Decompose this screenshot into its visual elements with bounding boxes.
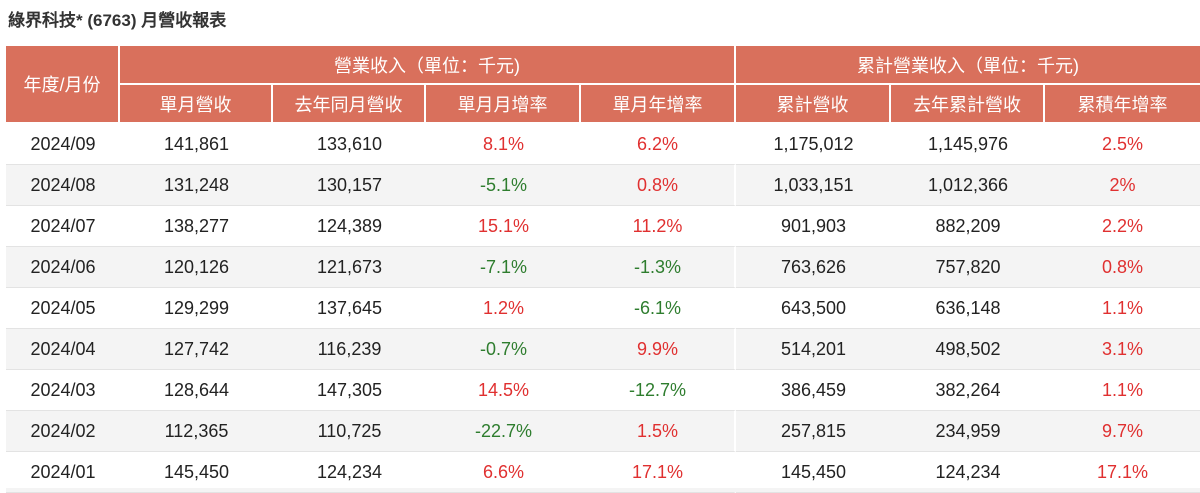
cell-last-year-revenue: 133,610 — [273, 124, 426, 165]
period-header: 年度/月份 — [6, 46, 120, 124]
cell-mom-growth: 15.1% — [426, 206, 581, 247]
cell-mom-growth: -0.7% — [426, 329, 581, 370]
cell-period: 2024/06 — [6, 247, 120, 288]
col-header-last-year-revenue: 去年同月營收 — [273, 85, 426, 124]
next-row-partial — [6, 488, 1200, 492]
cell-last-year-cumulative: 757,820 — [891, 247, 1045, 288]
table-row: 2024/05 129,299 137,645 1.2% -6.1% 643,500 636… — [6, 288, 1200, 329]
cell-yoy-growth: 0.8% — [581, 165, 736, 206]
cell-cumulative-yoy: 1.1% — [1045, 288, 1200, 329]
cell-last-year-revenue: 116,239 — [273, 329, 426, 370]
cell-yoy-growth: 17.1% — [581, 452, 736, 493]
cell-yoy-growth: -6.1% — [581, 288, 736, 329]
cell-period: 2024/09 — [6, 124, 120, 165]
cell-monthly-revenue: 141,861 — [120, 124, 273, 165]
cell-yoy-growth: 11.2% — [581, 206, 736, 247]
cell-last-year-cumulative: 1,012,366 — [891, 165, 1045, 206]
cell-mom-growth: 1.2% — [426, 288, 581, 329]
cell-last-year-revenue: 124,389 — [273, 206, 426, 247]
cell-mom-growth: -22.7% — [426, 411, 581, 452]
cell-last-year-revenue: 130,157 — [273, 165, 426, 206]
cell-yoy-growth: 1.5% — [581, 411, 736, 452]
cell-cumulative-yoy: 2.2% — [1045, 206, 1200, 247]
table-row: 2024/06 120,126 121,673 -7.1% -1.3% 763,626 75… — [6, 247, 1200, 288]
cell-cumulative-yoy: 9.7% — [1045, 411, 1200, 452]
cell-cumulative-revenue: 145,450 — [736, 452, 891, 493]
cell-monthly-revenue: 120,126 — [120, 247, 273, 288]
cell-monthly-revenue: 112,365 — [120, 411, 273, 452]
cell-mom-growth: 14.5% — [426, 370, 581, 411]
cell-monthly-revenue: 138,277 — [120, 206, 273, 247]
cumulative-revenue-group-header: 累計營業收入（單位：千元) — [736, 46, 1200, 85]
cell-mom-growth: -5.1% — [426, 165, 581, 206]
table-body: 2024/09 141,861 133,610 8.1% 6.2% 1,175,012 1,… — [6, 124, 1200, 493]
col-header-cumulative-revenue: 累計營收 — [736, 85, 891, 124]
cell-mom-growth: 8.1% — [426, 124, 581, 165]
cell-last-year-cumulative: 234,959 — [891, 411, 1045, 452]
col-header-mom-growth: 單月月增率 — [426, 85, 581, 124]
cell-period: 2024/04 — [6, 329, 120, 370]
cell-last-year-revenue: 137,645 — [273, 288, 426, 329]
cell-cumulative-yoy: 3.1% — [1045, 329, 1200, 370]
cell-cumulative-yoy: 0.8% — [1045, 247, 1200, 288]
col-header-last-year-cumulative: 去年累計營收 — [891, 85, 1045, 124]
col-header-monthly-revenue: 單月營收 — [120, 85, 273, 124]
cell-last-year-cumulative: 636,148 — [891, 288, 1045, 329]
cell-period: 2024/05 — [6, 288, 120, 329]
table-row: 2024/08 131,248 130,157 -5.1% 0.8% 1,033,151 1… — [6, 165, 1200, 206]
cell-cumulative-revenue: 1,175,012 — [736, 124, 891, 165]
col-header-cumulative-yoy: 累積年增率 — [1045, 85, 1200, 124]
cell-last-year-cumulative: 124,234 — [891, 452, 1045, 493]
cell-cumulative-yoy: 2.5% — [1045, 124, 1200, 165]
cell-period: 2024/02 — [6, 411, 120, 452]
cell-cumulative-revenue: 901,903 — [736, 206, 891, 247]
cell-cumulative-yoy: 17.1% — [1045, 452, 1200, 493]
cell-monthly-revenue: 129,299 — [120, 288, 273, 329]
cell-monthly-revenue: 127,742 — [120, 329, 273, 370]
cell-cumulative-revenue: 514,201 — [736, 329, 891, 370]
cell-cumulative-revenue: 763,626 — [736, 247, 891, 288]
cell-cumulative-yoy: 2% — [1045, 165, 1200, 206]
cell-last-year-cumulative: 1,145,976 — [891, 124, 1045, 165]
cell-last-year-cumulative: 382,264 — [891, 370, 1045, 411]
cell-last-year-cumulative: 498,502 — [891, 329, 1045, 370]
cell-period: 2024/01 — [6, 452, 120, 493]
monthly-revenue-group-header: 營業收入（單位：千元) — [120, 46, 736, 85]
cell-last-year-revenue: 121,673 — [273, 247, 426, 288]
table-row: 2024/09 141,861 133,610 8.1% 6.2% 1,175,012 1,… — [6, 124, 1200, 165]
cell-yoy-growth: 6.2% — [581, 124, 736, 165]
cell-period: 2024/03 — [6, 370, 120, 411]
cell-cumulative-revenue: 257,815 — [736, 411, 891, 452]
cell-cumulative-revenue: 643,500 — [736, 288, 891, 329]
cell-last-year-revenue: 110,725 — [273, 411, 426, 452]
table-row: 2024/03 128,644 147,305 14.5% -12.7% 386,459 3… — [6, 370, 1200, 411]
cell-last-year-revenue: 124,234 — [273, 452, 426, 493]
cell-yoy-growth: 9.9% — [581, 329, 736, 370]
cell-period: 2024/07 — [6, 206, 120, 247]
cell-monthly-revenue: 131,248 — [120, 165, 273, 206]
table-row: 2024/04 127,742 116,239 -0.7% 9.9% 514,201 498… — [6, 329, 1200, 370]
cell-cumulative-revenue: 1,033,151 — [736, 165, 891, 206]
page-title: 綠界科技* (6763) 月營收報表 — [8, 11, 227, 30]
col-header-yoy-growth: 單月年增率 — [581, 85, 736, 124]
cell-yoy-growth: -1.3% — [581, 247, 736, 288]
table-row: 2024/02 112,365 110,725 -22.7% 1.5% 257,815 23… — [6, 411, 1200, 452]
cell-monthly-revenue: 145,450 — [120, 452, 273, 493]
cell-monthly-revenue: 128,644 — [120, 370, 273, 411]
cell-mom-growth: -7.1% — [426, 247, 581, 288]
cell-cumulative-revenue: 386,459 — [736, 370, 891, 411]
cell-yoy-growth: -12.7% — [581, 370, 736, 411]
table-row: 2024/07 138,277 124,389 15.1% 11.2% 901,903 88… — [6, 206, 1200, 247]
cell-last-year-cumulative: 882,209 — [891, 206, 1045, 247]
cell-period: 2024/08 — [6, 165, 120, 206]
cell-mom-growth: 6.6% — [426, 452, 581, 493]
monthly-revenue-table: 年度/月份 營業收入（單位：千元) 累計營業收入（單位：千元) 單月營收 去年同… — [6, 46, 1200, 493]
cell-cumulative-yoy: 1.1% — [1045, 370, 1200, 411]
table-row: 2024/01 145,450 124,234 6.6% 17.1% 145,450 124… — [6, 452, 1200, 493]
cell-last-year-revenue: 147,305 — [273, 370, 426, 411]
